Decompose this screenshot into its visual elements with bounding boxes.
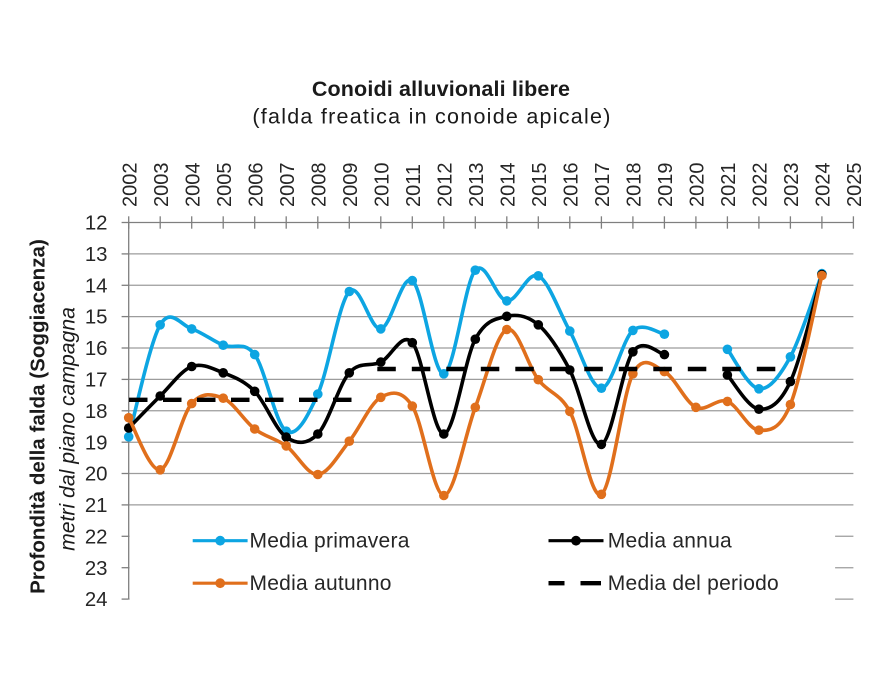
svg-text:Media del periodo: Media del periodo: [608, 572, 779, 595]
svg-text:14: 14: [85, 275, 108, 297]
svg-text:(falda freatica in conoide api: (falda freatica in conoide apicale): [252, 105, 611, 129]
svg-text:Conoidi alluvionali libere: Conoidi alluvionali libere: [312, 77, 570, 101]
svg-text:16: 16: [85, 338, 108, 360]
svg-text:18: 18: [85, 401, 108, 423]
svg-text:13: 13: [85, 244, 108, 266]
svg-text:2003: 2003: [151, 163, 173, 208]
svg-text:2016: 2016: [560, 163, 582, 208]
svg-text:Media autunno: Media autunno: [250, 572, 392, 595]
svg-text:20: 20: [85, 464, 108, 486]
svg-text:12: 12: [85, 213, 108, 235]
svg-text:2006: 2006: [245, 163, 267, 208]
svg-text:Media primavera: Media primavera: [250, 529, 410, 552]
svg-text:2015: 2015: [529, 163, 551, 208]
svg-text:15: 15: [85, 307, 108, 329]
svg-text:Profondità della falda (Soggia: Profondità della falda (Soggiacenza): [27, 239, 50, 594]
svg-text:2008: 2008: [308, 163, 330, 208]
svg-text:2004: 2004: [182, 163, 204, 208]
svg-text:24: 24: [85, 589, 108, 611]
svg-text:2013: 2013: [466, 163, 488, 208]
svg-text:2022: 2022: [750, 163, 772, 208]
svg-text:23: 23: [85, 558, 108, 580]
svg-text:2018: 2018: [624, 163, 646, 208]
svg-text:22: 22: [85, 526, 108, 548]
svg-text:2025: 2025: [844, 163, 866, 208]
svg-text:metri dal piano campagna: metri dal piano campagna: [57, 307, 80, 551]
svg-text:2010: 2010: [371, 163, 393, 208]
svg-text:2012: 2012: [434, 163, 456, 208]
svg-text:2007: 2007: [277, 163, 299, 208]
svg-text:2023: 2023: [781, 163, 803, 208]
svg-text:2014: 2014: [497, 163, 519, 208]
svg-text:2002: 2002: [119, 163, 141, 208]
svg-text:17: 17: [85, 370, 108, 392]
svg-text:19: 19: [85, 432, 108, 454]
svg-text:2024: 2024: [813, 163, 835, 208]
svg-text:2021: 2021: [718, 163, 740, 208]
svg-text:2020: 2020: [687, 163, 709, 208]
svg-text:2017: 2017: [592, 163, 614, 208]
svg-text:2005: 2005: [214, 163, 236, 208]
svg-text:2011: 2011: [403, 164, 425, 207]
svg-text:Media annua: Media annua: [608, 529, 732, 552]
svg-text:2009: 2009: [340, 163, 362, 208]
svg-text:21: 21: [85, 495, 108, 517]
svg-text:2019: 2019: [655, 163, 677, 208]
